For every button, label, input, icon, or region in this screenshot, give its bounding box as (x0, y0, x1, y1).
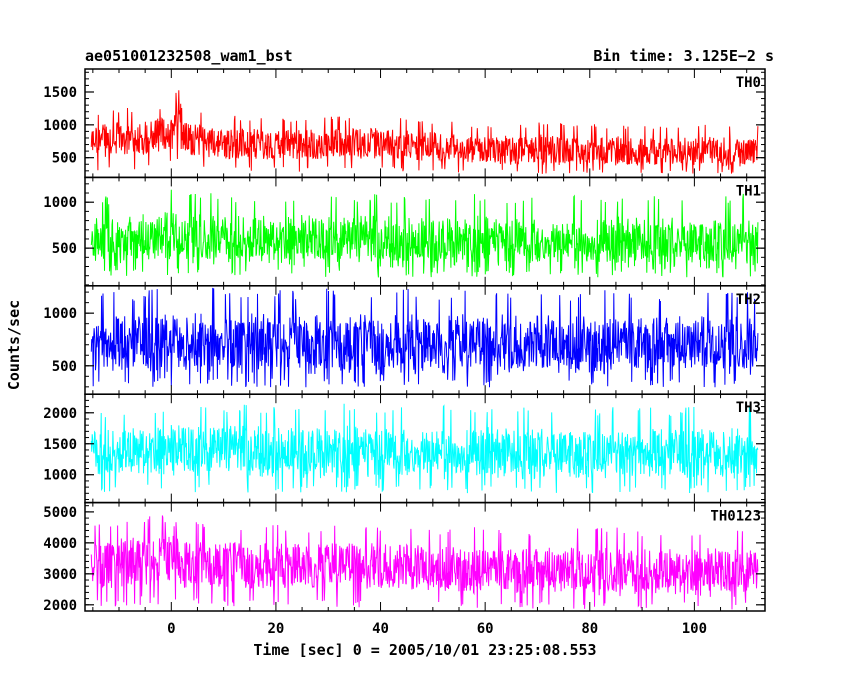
x-tick-label: 60 (477, 621, 494, 637)
series-line-th2 (90, 287, 759, 388)
y-tick-label: 500 (52, 359, 77, 375)
y-tick-label: 1500 (43, 85, 77, 101)
panel-label-th2: TH2 (736, 292, 761, 308)
panel-th0: 500 1000 1500 TH0 (43, 68, 766, 179)
y-tick-label: 1000 (43, 118, 77, 134)
y-tick-label: 4000 (43, 536, 77, 552)
y-tick-label: 1000 (43, 306, 77, 322)
y-axis-label: Counts/sec (5, 300, 23, 390)
y-tick-label: 1500 (43, 437, 77, 453)
panel-th1: 500 1000 TH1 (43, 176, 766, 287)
chart-title: ae051001232508_wam1_bst (85, 47, 293, 65)
panel-th2: 500 1000 TH2 (43, 285, 766, 395)
bin-time-label: Bin time: 3.125E−2 s (593, 47, 774, 65)
panel-th0123: 2000 3000 4000 5000 TH0123 (43, 501, 766, 614)
panel-label-th0123: TH0123 (710, 509, 761, 525)
panel-label-th1: TH1 (736, 183, 761, 199)
series-line-th0 (90, 90, 759, 174)
panel-frame-th0123 (84, 501, 766, 612)
y-tick-label: 2000 (43, 598, 77, 614)
series-line-th0123 (90, 515, 759, 610)
x-tick-label: 80 (581, 621, 598, 637)
y-tick-label: 3000 (43, 567, 77, 583)
series-line-th1 (90, 189, 759, 278)
series-line-th3 (90, 403, 759, 494)
panel-label-th3: TH3 (736, 400, 761, 416)
panels-group: 50010001500TH05001000TH15001000TH2100015… (43, 68, 766, 637)
y-tick-label: 1000 (43, 468, 77, 484)
y-tick-label: 500 (52, 241, 77, 257)
x-axis-label: Time [sec] 0 = 2005/10/01 23:25:08.553 (253, 641, 596, 659)
y-tick-label: 1000 (43, 195, 77, 211)
y-tick-label: 5000 (43, 505, 77, 521)
x-tick-label: 20 (267, 621, 284, 637)
panel-label-th0: TH0 (736, 75, 761, 91)
x-tick-label: 0 (167, 621, 175, 637)
x-tick-label: 100 (682, 621, 707, 637)
y-tick-label: 500 (52, 151, 77, 167)
y-tick-label: 2000 (43, 406, 77, 422)
panel-th3: 1000 1500 2000 TH3 (43, 393, 766, 504)
x-tick-label: 40 (372, 621, 389, 637)
